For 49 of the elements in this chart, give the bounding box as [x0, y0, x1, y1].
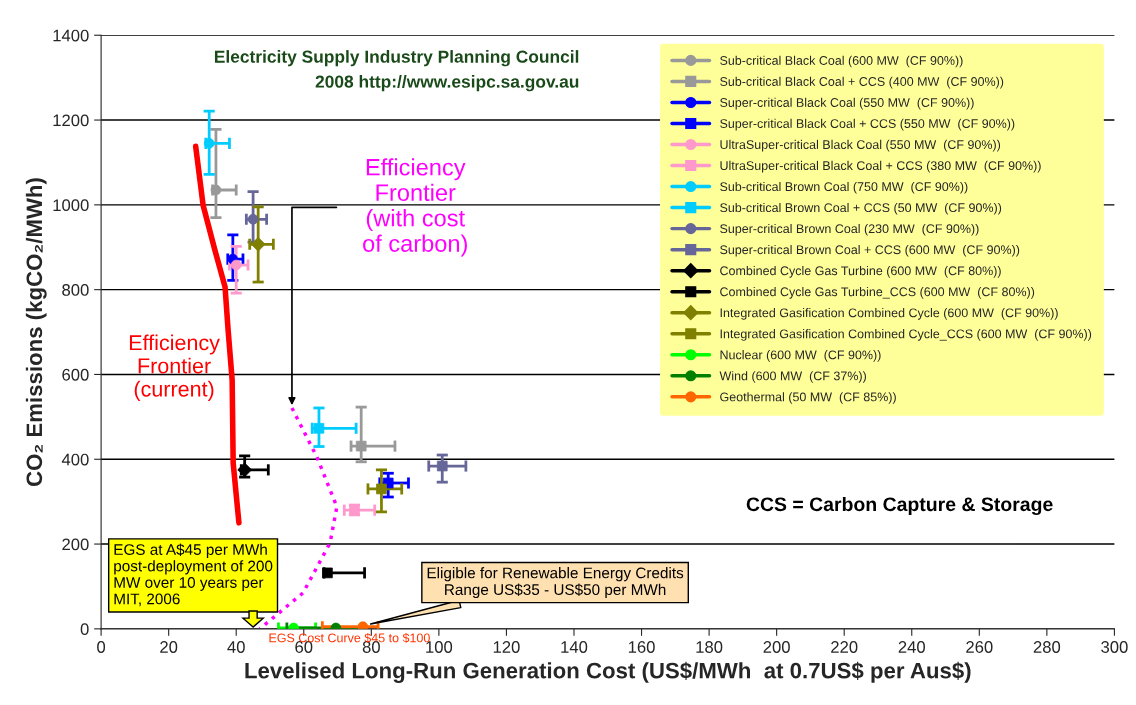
x-tick-label: 80: [362, 641, 380, 653]
legend-label: Sub-critical Brown Coal + CCS (50 MW (CF 90%)): [720, 202, 1002, 215]
legend-label: UltraSuper-critical Black Coal (550 MW (CF 90%)): [720, 139, 1001, 152]
x-tick-label: 100: [426, 641, 453, 653]
legend-label: Integrated Gasification Combined Cycle (600 MW (CF 90%)): [720, 308, 1058, 320]
y-axis-title: CO₂ Emissions (kgCO₂/MWh): [25, 178, 47, 487]
legend-label: Super-critical Brown Coal (230 MW (CF 90%)): [720, 223, 979, 236]
legend-label: Wind (600 MW (CF 37%)): [719, 371, 866, 383]
x-axis-title: Levelised Long-Run Generation Cost (US$/MWh at 0.7US$ per Aus$): [245, 661, 971, 683]
x-tick-label: 20: [160, 641, 178, 653]
y-tick-label: 200: [62, 538, 89, 551]
x-tick-label: 260: [966, 641, 993, 653]
y-tick-label: 600: [62, 368, 89, 381]
legend-label: Geothermal (50 MW (CF 85%)): [720, 392, 896, 404]
legend-label: Sub-critical Brown Coal (750 MW (CF 90%)): [720, 181, 968, 194]
legend-label: Combined Cycle Gas Turbine (600 MW (CF 80%)): [720, 265, 1001, 278]
annotation: Eligible for Renewable Energy Credits Range US$35 - US$50 per MWh: [427, 567, 684, 599]
x-tick-label: 140: [561, 641, 588, 653]
y-tick-label: 800: [62, 284, 89, 296]
text: 2008 http://www.esipc.sa.gov.au: [315, 75, 579, 92]
x-tick-label: 200: [763, 641, 790, 653]
x-tick-label: 40: [227, 641, 245, 653]
text: Electricity Supply Industry Planning Council: [214, 50, 579, 67]
annotation: Efficiency Frontier (with cost of carbon): [363, 158, 467, 257]
legend-label: Integrated Gasification Combined Cycle_CCS (600 MW (CF 90%)): [720, 329, 1092, 341]
annotation: EGS at A$45 per MWh post-deployment of 200 MW over 10 years per MIT, 2006: [114, 543, 273, 607]
y-tick-label: 1000: [53, 199, 89, 212]
x-tick-label: 120: [493, 641, 520, 653]
x-tick-label: 220: [831, 641, 858, 653]
x-tick-label: 240: [898, 641, 926, 653]
legend-label: UltraSuper-critical Black Coal + CCS (380 MW (CF 90%)): [720, 160, 1041, 173]
x-tick-label: 0: [97, 641, 106, 653]
x-tick-label: 280: [1033, 641, 1061, 653]
legend-label: Combined Cycle Gas Turbine_CCS (600 MW (CF 80%)): [720, 287, 1035, 299]
y-tick-label: 0: [80, 623, 89, 636]
annotation: CCS = Carbon Capture & Storage: [746, 496, 1053, 516]
legend-label: Nuclear (600 MW (CF 90%)): [720, 350, 881, 362]
legend-label: Super-critical Brown Coal + CCS (600 MW (CF 90%)): [720, 244, 1020, 257]
y-tick-label: 1200: [53, 114, 89, 127]
x-tick-label: 160: [628, 641, 655, 653]
legend-label: Sub-critical Black Coal (600 MW (CF 90%)): [720, 55, 963, 68]
annotation: Efficiency Frontier (current): [129, 334, 220, 401]
y-tick-label: 1400: [53, 29, 89, 42]
x-tick-label: 300: [1101, 641, 1128, 653]
y-tick-label: 400: [61, 453, 89, 466]
x-tick-label: 180: [696, 641, 723, 653]
legend-label: Super-critical Black Coal (550 MW (CF 90%)): [720, 97, 974, 110]
legend-label: Super-critical Black Coal + CCS (550 MW (CF 90%)): [720, 118, 1015, 131]
legend-label: Sub-critical Black Coal + CCS (400 MW (CF 90%)): [720, 76, 1004, 89]
